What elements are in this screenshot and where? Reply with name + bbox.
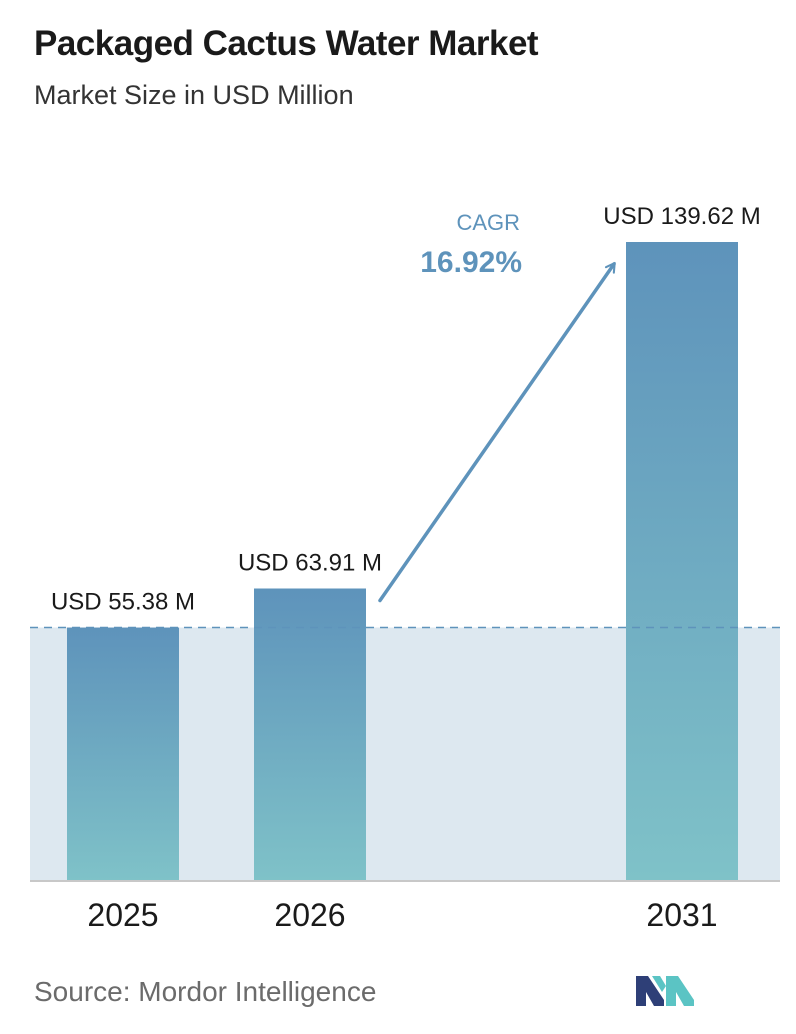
chart-subtitle: Market Size in USD Million (34, 80, 354, 110)
x-tick-label-2025: 2025 (87, 897, 158, 933)
bar-2025 (67, 627, 179, 881)
x-tick-label-2031: 2031 (646, 897, 717, 933)
bar-2026 (254, 588, 366, 881)
cagr-label: CAGR (456, 210, 520, 235)
value-label-2025: USD 55.38 M (51, 589, 195, 616)
value-label-2031: USD 139.62 M (603, 203, 760, 230)
chart-title: Packaged Cactus Water Market (34, 24, 539, 63)
cagr-value: 16.92% (420, 246, 522, 279)
cagr-arrow (378, 261, 616, 603)
source-note: Source: Mordor Intelligence (34, 976, 377, 1007)
x-tick-label-2026: 2026 (274, 897, 345, 933)
bar-2031 (626, 242, 738, 881)
bars-group (67, 242, 738, 881)
value-label-2026: USD 63.91 M (238, 550, 382, 577)
labels-group: USD 55.38 M 2025 USD 63.91 M 2026 USD 139.62… (51, 203, 761, 933)
mordor-intelligence-logo-icon (636, 976, 694, 1006)
